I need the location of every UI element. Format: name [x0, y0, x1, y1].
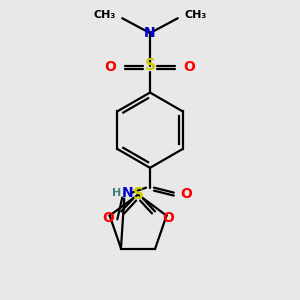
Text: N: N [144, 26, 156, 40]
Text: O: O [184, 60, 196, 74]
Text: O: O [104, 60, 116, 74]
Text: O: O [162, 212, 174, 225]
Text: S: S [145, 58, 155, 73]
Text: CH₃: CH₃ [93, 10, 115, 20]
Text: H: H [112, 188, 121, 198]
Text: O: O [103, 212, 114, 225]
Text: O: O [181, 187, 193, 201]
Text: CH₃: CH₃ [185, 10, 207, 20]
Text: N: N [122, 186, 133, 200]
Text: S: S [133, 187, 144, 202]
